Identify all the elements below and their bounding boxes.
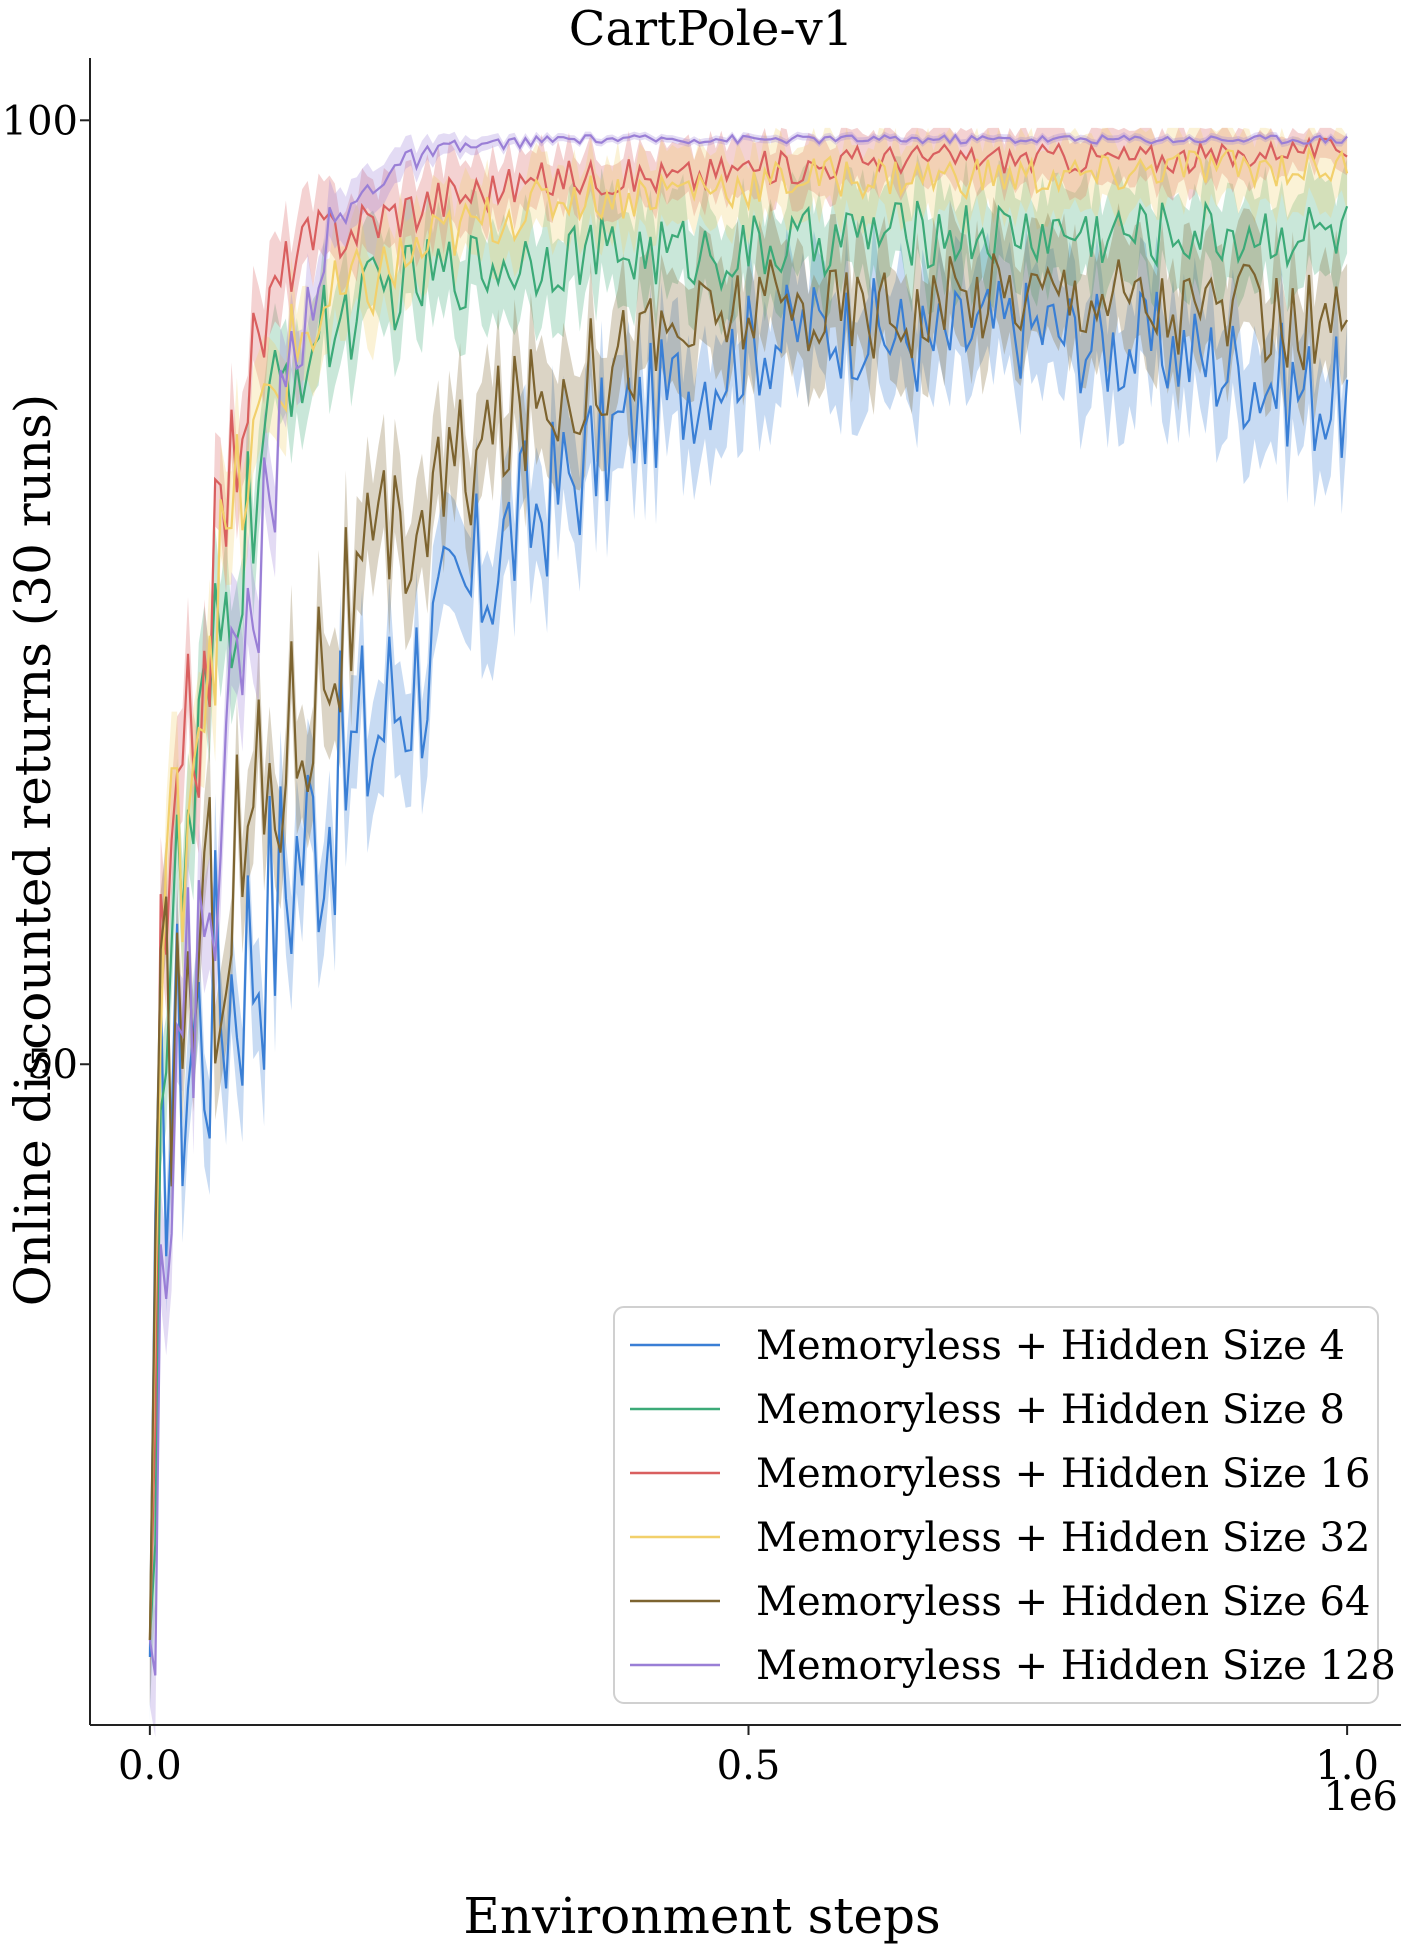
legend-box	[613, 1306, 1379, 1704]
legend-entry-label: Memoryless + Hidden Size 16	[756, 1451, 1370, 1497]
legend-entry-label: Memoryless + Hidden Size 128	[756, 1643, 1396, 1689]
x-tick-label: 1.0	[1315, 1743, 1379, 1789]
x-tick-label: 0.5	[717, 1743, 781, 1789]
legend-entry-label: Memoryless + Hidden Size 8	[756, 1387, 1345, 1433]
legend-entry-label: Memoryless + Hidden Size 64	[756, 1579, 1370, 1625]
x-axis-label: Environment steps	[463, 1887, 940, 1945]
series-band	[149, 221, 1348, 1724]
series-band	[149, 197, 1348, 1707]
x-tick-label: 0.0	[118, 1743, 182, 1789]
series-line	[148, 136, 1348, 1641]
legend: Memoryless + Hidden Size 4 Memoryless + H…	[613, 1306, 1396, 1704]
series-line	[148, 253, 1349, 1641]
series-line	[148, 133, 1348, 1676]
series-line	[148, 200, 1349, 1641]
legend-entry-label: Memoryless + Hidden Size 4	[756, 1323, 1345, 1369]
y-tick-label: 50	[27, 1042, 78, 1088]
y-axis-label: Online discounted returns (30 runs)	[4, 394, 62, 1307]
series-line	[148, 145, 1349, 1641]
series-lines	[148, 133, 1349, 1676]
y-tick-label: 100	[2, 98, 78, 144]
chart-title: CartPole-v1	[569, 1, 853, 57]
axis-ticks: 0.0 0.5 1.0 50 100	[2, 98, 1379, 1789]
x-offset-label: 1e6	[1323, 1774, 1398, 1820]
legend-entry-label: Memoryless + Hidden Size 32	[756, 1515, 1370, 1561]
